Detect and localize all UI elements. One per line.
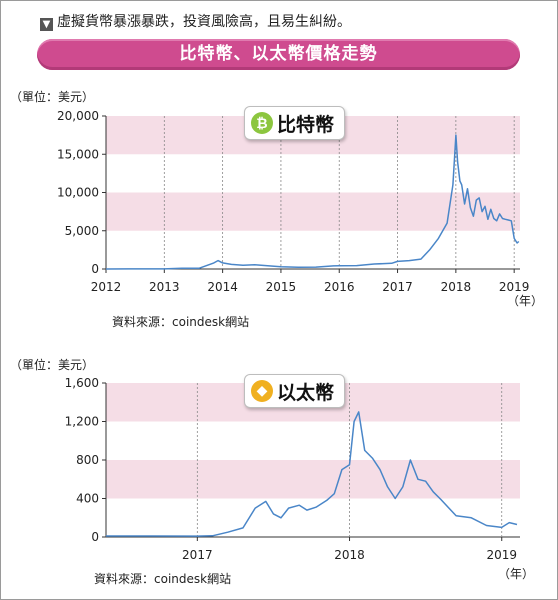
bitcoin-ytick-label: 5,000 <box>65 224 99 238</box>
ether-unit-label: （單位：美元） <box>10 358 95 372</box>
bitcoin-badge-label: 比特幣 <box>277 113 335 136</box>
bitcoin-unit-label: （單位：美元） <box>10 90 95 104</box>
bitcoin-xtick-label: 2014 <box>207 280 238 294</box>
bitcoin-source: 資料來源：coindesk網站 <box>112 315 250 329</box>
ether-xtick-label: 2018 <box>334 548 365 562</box>
bitcoin-xtick-label: 2016 <box>324 280 355 294</box>
bitcoin-xtick-label: 2012 <box>91 280 122 294</box>
ether-badge-label: 以太幣 <box>277 381 335 404</box>
subtitle-text: 虛擬貨幣暴漲暴跌，投資風險高，且易生糾紛。 <box>57 14 351 30</box>
bitcoin-xtick-label: 2013 <box>149 280 180 294</box>
ether-band-1 <box>106 460 520 499</box>
bitcoin-badge: ₿ 比特幣 <box>244 106 346 140</box>
bitcoin-ytick-label: 15,000 <box>57 147 99 161</box>
bitcoin-xtick-label: 2015 <box>266 280 297 294</box>
bitcoin-ytick-label: 10,000 <box>57 186 99 200</box>
title-banner: 比特幣、以太幣價格走勢 <box>37 39 520 70</box>
ether-xtick-label: 2017 <box>182 548 213 562</box>
ether-ytick-label: 1,600 <box>65 376 99 390</box>
bitcoin-year-unit: （年） <box>507 294 543 308</box>
ether-ytick-label: 800 <box>76 453 99 467</box>
bitcoin-xtick-label: 2017 <box>382 280 413 294</box>
ether-ytick-label: 1,200 <box>65 415 99 429</box>
ether-icon: ◆ <box>251 380 273 402</box>
banner-title: 比特幣、以太幣價格走勢 <box>179 44 378 64</box>
bitcoin-xtick-label: 2018 <box>441 280 472 294</box>
arrow-down-icon: ▼ <box>40 18 53 31</box>
ether-year-unit: （年） <box>498 567 534 581</box>
ether-ytick-label: 400 <box>76 492 99 506</box>
ether-ytick-label: 0 <box>91 530 99 544</box>
bitcoin-icon: ₿ <box>251 112 273 134</box>
bitcoin-band-1 <box>106 192 520 231</box>
bitcoin-ytick-label: 0 <box>91 262 99 276</box>
bitcoin-xtick-label: 2019 <box>499 280 530 294</box>
ether-xtick-label: 2019 <box>486 548 517 562</box>
subtitle: ▼ 虛擬貨幣暴漲暴跌，投資風險高，且易生糾紛。 <box>40 11 351 31</box>
ether-badge: ◆ 以太幣 <box>244 374 346 408</box>
bitcoin-ytick-label: 20,000 <box>57 109 99 123</box>
ether-source: 資料來源：coindesk網站 <box>94 572 232 586</box>
ether-price-line <box>106 411 518 537</box>
bitcoin-price-line <box>105 134 520 270</box>
